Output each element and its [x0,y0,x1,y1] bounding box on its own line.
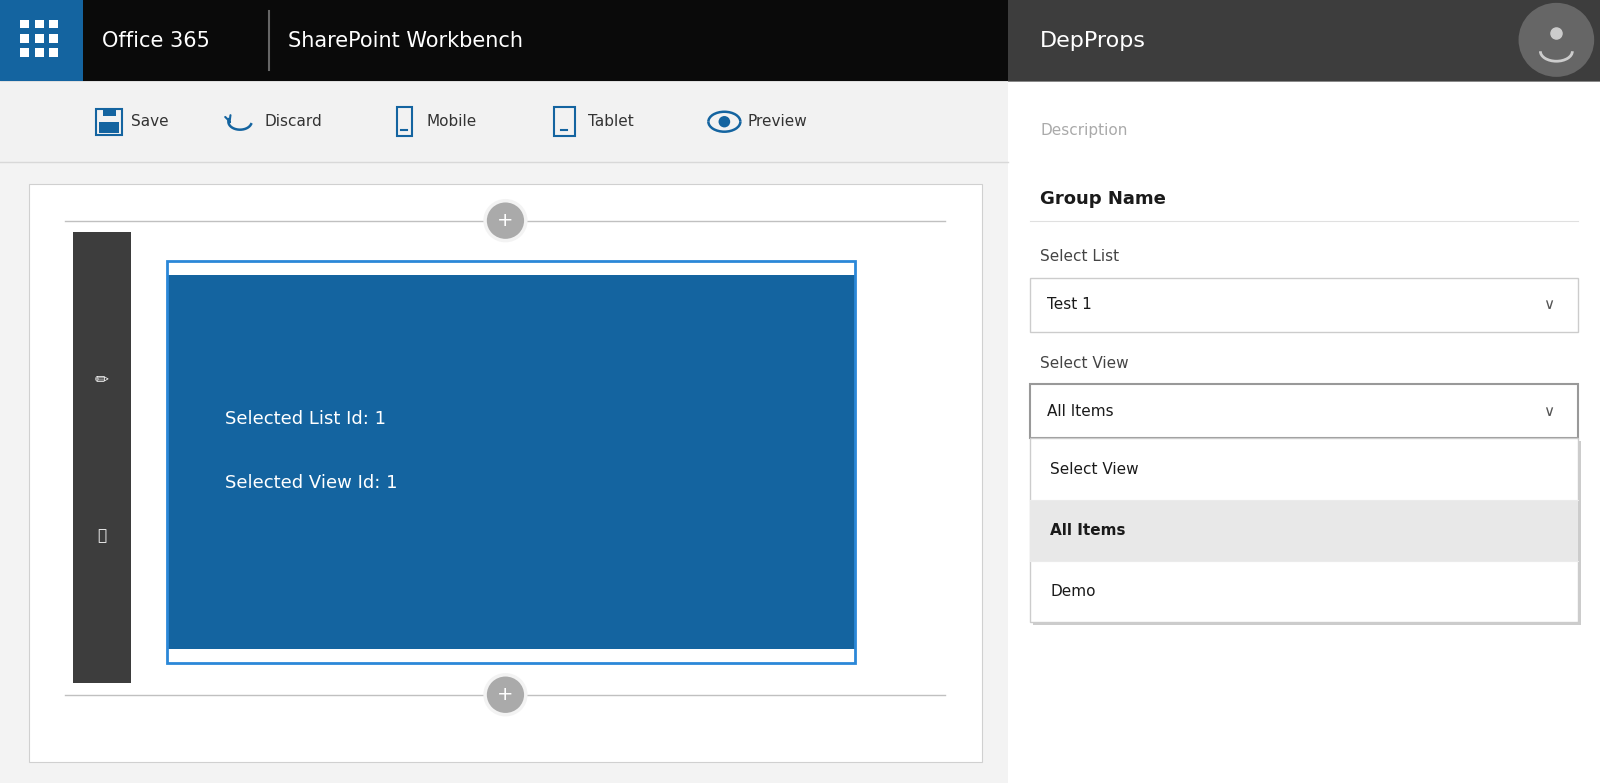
Text: +: + [498,685,514,704]
Text: Selected List Id: 1: Selected List Id: 1 [226,410,387,428]
Bar [168,261,856,663]
Text: DepProps: DepProps [1040,31,1146,51]
Text: Discard: Discard [264,114,323,129]
Text: Save: Save [131,114,168,129]
Bar [1030,500,1578,561]
Bar [0,0,1600,81]
Bar [0,81,1008,162]
Text: Mobile: Mobile [426,114,477,129]
Text: 🗑: 🗑 [98,529,106,543]
Text: +: + [498,211,514,230]
Circle shape [485,200,526,240]
Bar [21,20,29,28]
Text: ∨: ∨ [1544,298,1555,312]
Bar [397,107,411,136]
Bar [104,109,117,116]
Circle shape [485,675,526,715]
Text: ✕: ✕ [1547,31,1565,51]
Bar [0,0,83,81]
Bar [96,109,122,135]
Text: Test 1: Test 1 [1048,298,1093,312]
Bar [168,649,856,663]
Bar [50,34,58,43]
Bar [72,232,131,684]
Text: ✏: ✏ [94,370,109,388]
Bar [50,49,58,57]
Bar [1032,442,1581,625]
Circle shape [718,116,730,128]
Text: Selected View Id: 1: Selected View Id: 1 [226,474,398,493]
Bar [1008,0,1600,81]
Bar [21,34,29,43]
Text: Group Name: Group Name [1040,190,1166,208]
Bar [99,121,120,133]
Bar [35,49,43,57]
Bar [50,20,58,28]
Text: Description: Description [1040,124,1128,139]
Bar [1030,438,1578,622]
Text: All Items: All Items [1050,523,1126,538]
Text: Select View: Select View [1040,355,1128,370]
Text: SharePoint Workbench: SharePoint Workbench [288,31,523,51]
Text: All Items: All Items [1048,404,1114,419]
Text: Office 365: Office 365 [102,31,210,51]
Text: Tablet: Tablet [587,114,634,129]
Circle shape [1518,3,1594,77]
Bar [29,184,982,762]
Text: Demo: Demo [1050,584,1096,599]
Bar [1030,384,1578,438]
Bar [168,275,856,649]
Text: Select List: Select List [1040,249,1118,264]
Text: Preview: Preview [747,114,808,129]
Bar [1030,278,1578,332]
Bar [21,49,29,57]
Bar [554,107,574,136]
Bar [35,34,43,43]
Bar [0,162,1008,783]
Bar [35,20,43,28]
Text: Select View: Select View [1050,462,1139,477]
Bar [1008,0,1600,783]
Text: ∨: ∨ [1544,404,1555,419]
Bar [168,261,856,275]
